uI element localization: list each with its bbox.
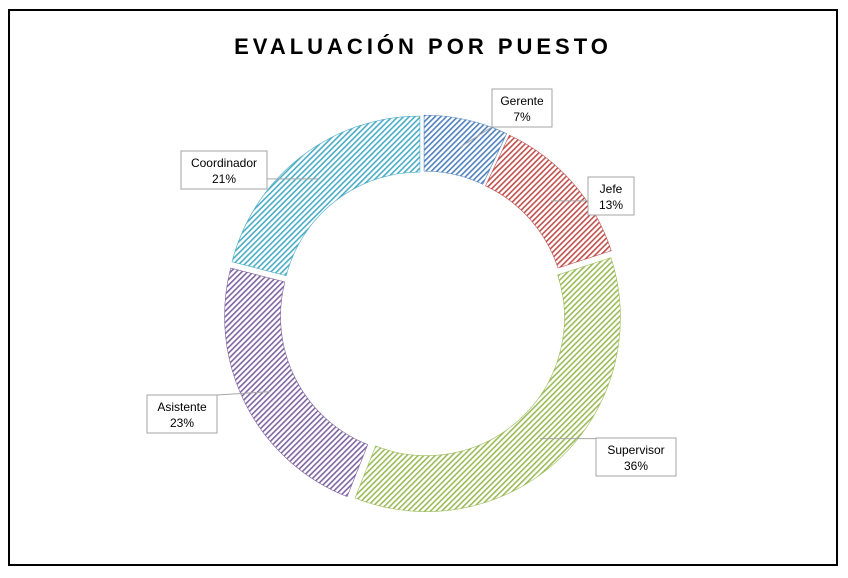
slice-supervisor [354,257,621,512]
slice-jefe [485,134,612,269]
data-label-name-asistente: Asistente [157,400,207,414]
data-label-value-asistente: 23% [170,416,194,430]
data-label-name-supervisor: Supervisor [607,443,664,457]
data-label-box-coordinador [180,150,268,190]
leader-line-asistente [216,391,271,396]
slice-gerente [423,114,508,185]
slice-asistente [224,267,369,498]
data-label-box-supervisor [595,437,677,477]
data-label-name-jefe: Jefe [600,182,623,196]
data-label-name-coordinador: Coordinador [191,156,257,170]
data-label-box-jefe [587,176,635,216]
data-label-value-coordinador: 21% [212,172,236,186]
data-label-value-jefe: 13% [599,198,623,212]
data-label-box-asistente [146,394,218,434]
chart-title: EVALUACIÓN POR PUESTO [234,34,612,59]
leader-line-gerente [460,126,493,148]
data-label-value-gerente: 7% [513,110,531,124]
slice-coordinador [231,115,421,277]
data-label-name-gerente: Gerente [500,94,544,108]
data-label-box-gerente [491,88,553,128]
data-label-value-supervisor: 36% [624,459,648,473]
